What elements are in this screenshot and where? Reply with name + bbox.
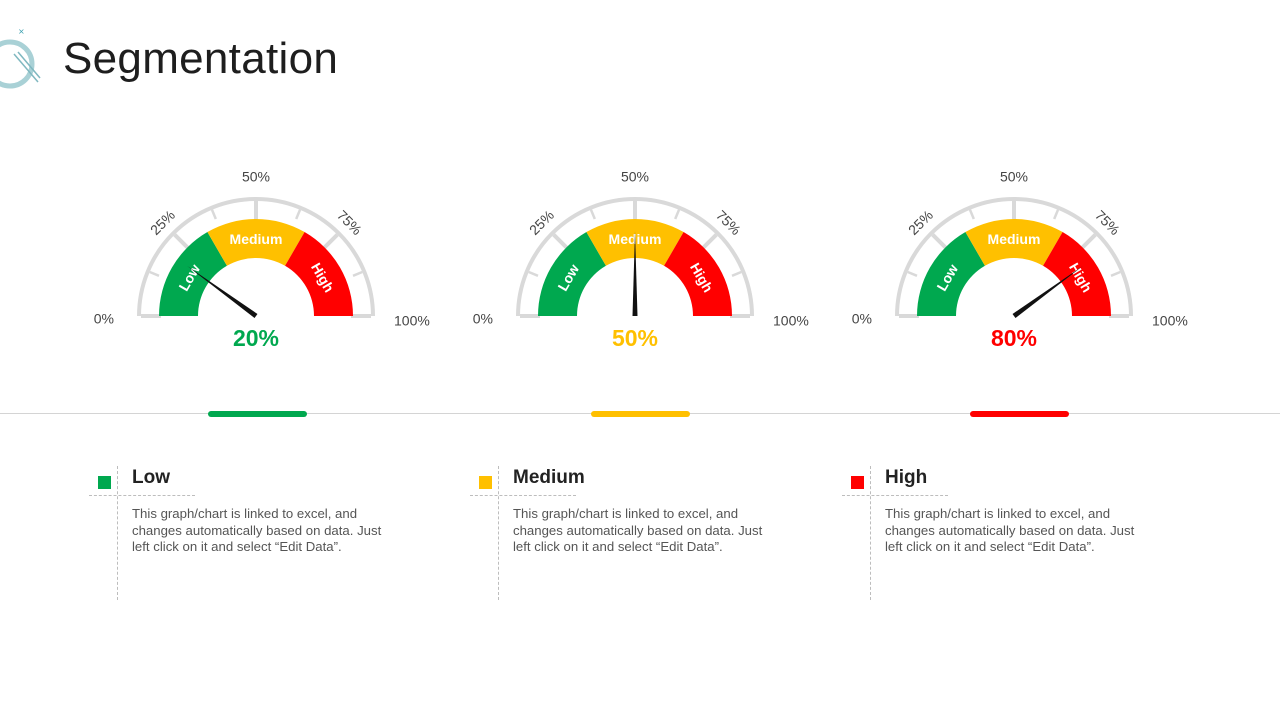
- page-title: Segmentation: [63, 34, 339, 83]
- gauge-needle: [1012, 266, 1083, 319]
- gauge-major-tick: [700, 233, 718, 251]
- gauge-major-tick: [931, 233, 949, 251]
- gauge-major-tick: [552, 233, 570, 251]
- gauge-minor-tick: [149, 270, 160, 277]
- marker-low: [208, 411, 307, 417]
- legend-swatch: [851, 476, 864, 489]
- gauge-band-high: [1043, 232, 1111, 316]
- gauge-tick-label: 100%: [394, 313, 430, 329]
- logo-icon: ×: [0, 24, 44, 101]
- gauge-major-tick: [1079, 233, 1097, 251]
- legend-title: Medium: [513, 467, 585, 488]
- gauge-track: [895, 197, 1133, 317]
- legend-title: High: [885, 467, 928, 488]
- gauge-minor-tick: [731, 270, 742, 277]
- gauge-minor-tick: [210, 209, 217, 220]
- legend-swatch: [479, 476, 492, 489]
- dashed-vertical-line: [870, 466, 871, 600]
- gauge-low: 0% 25% 50% 75% 100% Low Medium High 20%: [86, 160, 430, 360]
- gauge-tick-label: 100%: [773, 313, 809, 329]
- legend-medium: Medium This graph/chart is linked to exc…: [470, 466, 770, 606]
- gauge-minor-tick: [968, 209, 975, 220]
- gauge-track: [137, 197, 375, 317]
- legend-swatch: [98, 476, 111, 489]
- gauge-value-label: 80%: [990, 325, 1038, 351]
- legend-description: This graph/chart is linked to excel, and…: [132, 506, 382, 555]
- gauge-tick-label: 0%: [94, 311, 114, 327]
- legend-description: This graph/chart is linked to excel, and…: [513, 506, 763, 555]
- legend-low: Low This graph/chart is linked to excel,…: [89, 466, 389, 606]
- gauge-band-high: [285, 232, 353, 316]
- gauge-tick-label: 50%: [1000, 169, 1028, 185]
- gauge-band-high: [664, 232, 732, 316]
- gauge-band-label: Medium: [230, 231, 283, 247]
- legend-high: High This graph/chart is linked to excel…: [842, 466, 1142, 606]
- gauge-needle: [187, 266, 258, 319]
- gauge-band-low: [159, 232, 227, 316]
- gauge-minor-tick: [674, 209, 681, 220]
- dashed-horizontal-line: [89, 495, 195, 496]
- dashed-vertical-line: [498, 466, 499, 600]
- gauge-track: [516, 197, 754, 317]
- gauge-tick-label: 50%: [621, 169, 649, 185]
- gauge-minor-tick: [1053, 209, 1060, 220]
- gauge-band-label: Medium: [988, 231, 1041, 247]
- dashed-horizontal-line: [842, 495, 948, 496]
- legend-title: Low: [132, 467, 170, 488]
- gauge-band-medium: [965, 219, 1063, 266]
- gauge-band-medium: [207, 219, 305, 266]
- marker-medium: [591, 411, 690, 417]
- gauge-band-low: [538, 232, 606, 316]
- gauge-tick-label: 0%: [473, 311, 493, 327]
- gauge-minor-tick: [528, 270, 539, 277]
- svg-text:×: ×: [18, 27, 25, 36]
- gauge-tick-label: 50%: [242, 169, 270, 185]
- gauge-minor-tick: [589, 209, 596, 220]
- dashed-horizontal-line: [470, 495, 576, 496]
- gauge-tick-label: 0%: [852, 311, 872, 327]
- gauge-major-tick: [173, 233, 191, 251]
- dashed-vertical-line: [117, 466, 118, 600]
- gauge-minor-tick: [1110, 270, 1121, 277]
- marker-high: [970, 411, 1069, 417]
- gauge-tick-label: 100%: [1152, 313, 1188, 329]
- gauge-value-label: 20%: [232, 325, 280, 351]
- gauge-minor-tick: [295, 209, 302, 220]
- legend-description: This graph/chart is linked to excel, and…: [885, 506, 1135, 555]
- gauge-minor-tick: [352, 270, 363, 277]
- gauge-needle: [632, 231, 638, 316]
- gauge-major-tick: [321, 233, 339, 251]
- gauge-band-low: [917, 232, 985, 316]
- gauge-minor-tick: [907, 270, 918, 277]
- gauge-high: 0% 25% 50% 75% 100% Low Medium High 80%: [844, 160, 1188, 360]
- gauge-value-label: 50%: [611, 325, 659, 351]
